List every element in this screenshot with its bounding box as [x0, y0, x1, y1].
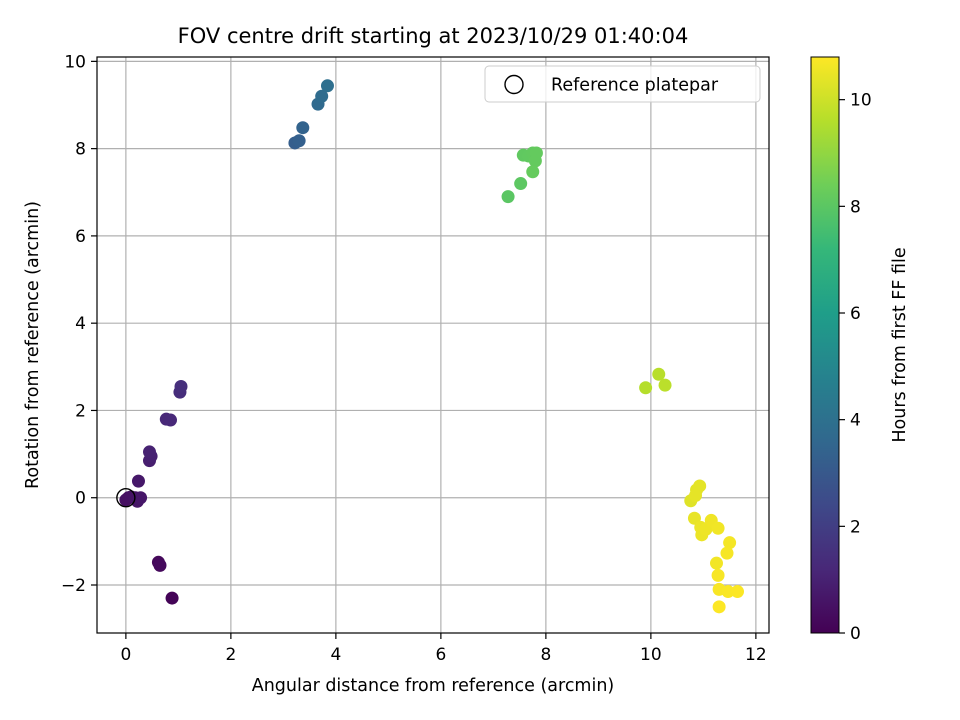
- colorbar: 0 2 4 6 8 10 Hours from first FF file: [810, 56, 910, 644]
- legend-box: [484, 65, 761, 103]
- x-axis-title: Angular distance from reference (arcmin): [252, 676, 615, 696]
- grid-lines: [97, 57, 769, 633]
- data-point-31: [639, 381, 653, 395]
- data-point-43: [711, 521, 725, 535]
- x-tick-label-6: 12: [745, 645, 767, 665]
- y-tick-label-2: 2: [75, 401, 86, 421]
- plot-frame: [96, 56, 770, 634]
- data-point-44: [710, 556, 723, 570]
- data-point-12: [143, 445, 156, 459]
- x-tick-label-1: 2: [225, 645, 236, 665]
- y-tick-label-0: −2: [61, 576, 86, 596]
- scatter-points: [119, 79, 744, 614]
- legend-marker-icon: [504, 74, 524, 95]
- data-point-8: [134, 491, 148, 505]
- data-point-23: [501, 190, 515, 204]
- data-point-0: [165, 591, 179, 605]
- colorbar-tick-label-4: 8: [850, 197, 861, 217]
- data-point-46: [720, 546, 734, 560]
- y-tick-label-3: 4: [75, 314, 86, 334]
- data-point-33: [658, 378, 672, 392]
- data-point-45: [723, 536, 737, 550]
- data-point-2: [153, 558, 167, 572]
- data-point-50: [731, 585, 744, 599]
- chart-title: FOV centre drift starting at 2023/10/29 …: [178, 24, 689, 48]
- data-point-51: [712, 600, 726, 614]
- x-axis-ticks: 0 2 4 6 8 10 12: [120, 633, 767, 665]
- x-tick-label-0: 0: [120, 645, 131, 665]
- colorbar-frame: [810, 56, 840, 634]
- colorbar-tick-label-5: 10: [850, 91, 872, 111]
- data-point-49: [721, 585, 735, 599]
- y-tick-label-5: 8: [75, 140, 86, 160]
- y-tick-label-6: 10: [64, 52, 86, 72]
- data-point-24: [514, 177, 528, 191]
- data-point-19: [296, 121, 310, 135]
- data-point-29: [528, 154, 542, 168]
- colorbar-tick-label-1: 2: [850, 517, 861, 537]
- data-point-21: [315, 89, 329, 103]
- data-point-47: [711, 568, 725, 582]
- colorbar-tick-label-0: 0: [850, 624, 861, 644]
- data-point-22: [320, 79, 334, 93]
- x-tick-label-5: 10: [640, 645, 662, 665]
- reference-platepar-marker: [116, 488, 136, 508]
- colorbar-tick-label-2: 4: [850, 411, 861, 431]
- colorbar-tick-label-3: 6: [850, 304, 861, 324]
- x-tick-label-2: 4: [330, 645, 341, 665]
- legend: Reference platepar: [484, 65, 761, 103]
- y-axis-ticks: −2 0 2 4 6 8 10: [61, 52, 97, 596]
- data-point-14: [164, 413, 177, 427]
- colorbar-title: Hours from first FF file: [890, 247, 910, 442]
- colorbar-ticks: 0 2 4 6 8 10: [839, 91, 872, 644]
- data-point-32: [652, 367, 666, 381]
- x-tick-label-4: 8: [540, 645, 551, 665]
- data-point-30: [526, 165, 540, 179]
- y-tick-label-4: 6: [75, 227, 86, 247]
- data-point-9: [131, 474, 145, 488]
- data-point-38: [687, 511, 701, 525]
- legend-label: Reference platepar: [551, 76, 719, 96]
- data-point-37: [689, 489, 702, 503]
- data-point-16: [174, 379, 188, 393]
- colorbar-gradient: [811, 57, 839, 633]
- y-axis-title: Rotation from reference (arcmin): [23, 201, 43, 489]
- y-tick-label-1: 0: [75, 489, 86, 509]
- x-tick-label-3: 6: [435, 645, 446, 665]
- data-point-18: [292, 134, 306, 148]
